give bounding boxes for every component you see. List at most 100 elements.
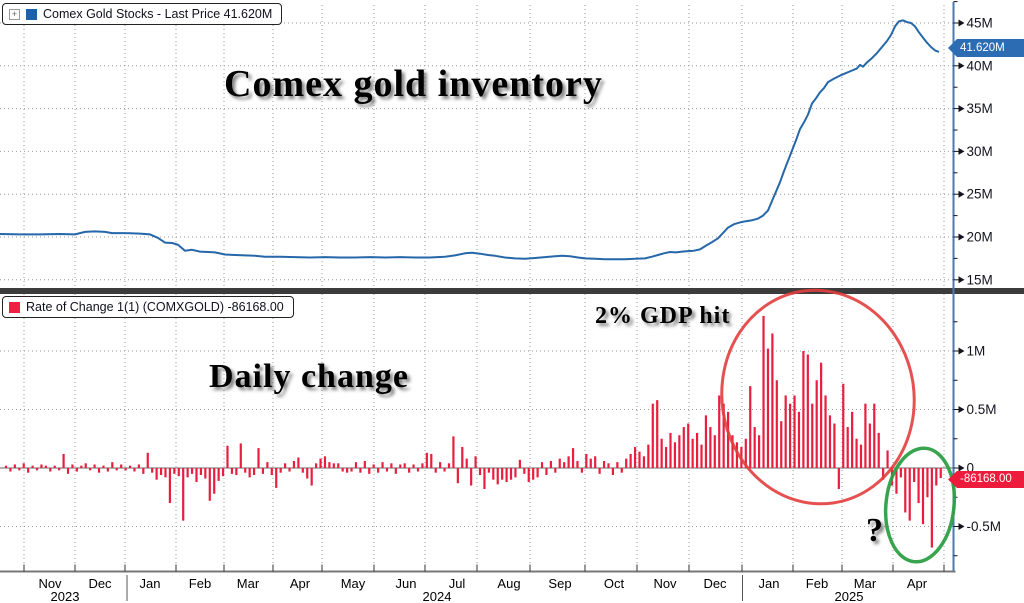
y-axis-label: 1M (967, 344, 986, 359)
daily-change-bar (133, 468, 136, 472)
month-label: Sep (548, 576, 571, 591)
daily-change-bar (514, 468, 517, 478)
axis-arrow-icon (958, 406, 965, 413)
month-label: Feb (189, 576, 211, 591)
month-label: Jun (396, 576, 417, 591)
daily-change-bar (602, 460, 606, 468)
expand-icon[interactable]: + (9, 8, 20, 20)
daily-change-bar (385, 468, 389, 472)
daily-change-bar (713, 435, 716, 468)
daily-change-bar (780, 421, 783, 468)
daily-change-bar (647, 444, 650, 468)
daily-change-bar (301, 468, 304, 473)
daily-change-bar (270, 468, 273, 476)
daily-change-bar (775, 380, 778, 468)
daily-change-bar (97, 468, 101, 473)
daily-change-bar (487, 468, 490, 473)
daily-change-bar (155, 468, 158, 480)
daily-change-bar (199, 468, 203, 476)
daily-change-bar (492, 468, 495, 480)
bottom-legend-label: Rate of Change 1(1) (COMXGOLD) -86168.00 (26, 300, 284, 314)
daily-change-bar (828, 415, 832, 468)
daily-change-bar (749, 386, 752, 468)
axis-arrow-icon (958, 105, 965, 113)
month-label: Oct (604, 576, 625, 591)
daily-change-bar (545, 468, 548, 476)
daily-change-bar (576, 460, 579, 468)
daily-change-bar (762, 315, 765, 468)
daily-change-bar (939, 468, 942, 479)
last-change-tag: -86168.00 (948, 471, 1024, 488)
daily-change-bar (478, 468, 482, 476)
top-legend-label: Comex Gold Stocks - Last Price 41.620M (43, 7, 273, 21)
daily-change-bar (691, 438, 694, 468)
daily-change-bar (403, 463, 406, 468)
daily-change-bar (372, 464, 375, 468)
daily-change-bar (695, 432, 699, 468)
daily-change-bar (851, 411, 854, 468)
daily-change-bar (159, 468, 163, 476)
daily-change-bar (837, 468, 840, 490)
series-swatch-red (9, 301, 20, 313)
daily-change-bar (811, 403, 814, 468)
daily-change-bar (895, 468, 898, 494)
daily-change-bar (235, 468, 238, 476)
daily-change-bar (571, 448, 575, 468)
daily-change-bar (461, 446, 464, 468)
daily-change-bar (49, 468, 52, 472)
daily-change-bar (328, 462, 331, 468)
inventory-line (0, 19, 940, 261)
daily-change-bar (128, 465, 132, 468)
daily-change-bar (771, 333, 774, 468)
daily-change-bar (346, 468, 349, 473)
daily-change-bar (726, 411, 730, 468)
month-label: Dec (88, 576, 112, 591)
panel-divider (0, 288, 1024, 294)
year-label: 2025 (835, 589, 864, 603)
red-ellipse-annotation (720, 288, 916, 506)
daily-change-bar (359, 468, 362, 473)
daily-change-bar (518, 459, 521, 468)
daily-change-bar (664, 446, 668, 468)
axis-arrow-icon (958, 147, 965, 155)
daily-change-bar (678, 435, 681, 468)
daily-change-bar (638, 451, 641, 468)
daily-change-bar (784, 395, 787, 468)
daily-change-bar (793, 395, 796, 468)
daily-change-bar (886, 450, 889, 468)
y-axis-label: 0.5M (967, 402, 997, 417)
bottom-panel-legend[interactable]: Rate of Change 1(1) (COMXGOLD) -86168.00 (2, 296, 294, 318)
axis-arrow-icon (958, 19, 965, 27)
daily-change-bar (120, 464, 123, 468)
daily-change-bar (833, 423, 836, 468)
daily-change-bar (124, 468, 127, 471)
daily-change-bar (9, 468, 12, 472)
year-label: 2023 (51, 589, 80, 603)
daily-change-bar (580, 468, 583, 473)
daily-change-bar (275, 468, 278, 488)
daily-change-bar (629, 453, 632, 468)
daily-change-bar (177, 468, 180, 477)
year-label: 2024 (423, 589, 452, 603)
daily-change-bar (563, 462, 566, 468)
daily-change-bar (168, 468, 172, 504)
daily-change-bar (204, 468, 207, 479)
daily-change-bar (766, 348, 770, 468)
daily-change-bar (350, 468, 353, 472)
daily-change-bar (824, 395, 827, 468)
daily-change-bar (13, 464, 16, 468)
daily-change-bar (718, 395, 721, 468)
daily-change-bar (731, 435, 734, 468)
daily-change-bar (137, 464, 140, 468)
daily-change-bar (607, 463, 610, 468)
question-mark-annotation: ? (866, 512, 884, 549)
daily-change-bar (102, 465, 105, 468)
daily-change-bar (221, 468, 225, 477)
daily-change-bar (377, 468, 380, 473)
top-panel-legend[interactable]: + Comex Gold Stocks - Last Price 41.620M (2, 3, 283, 25)
daily-change-bar (616, 462, 619, 468)
daily-change-bar (292, 460, 296, 468)
daily-change-bar (802, 351, 805, 468)
